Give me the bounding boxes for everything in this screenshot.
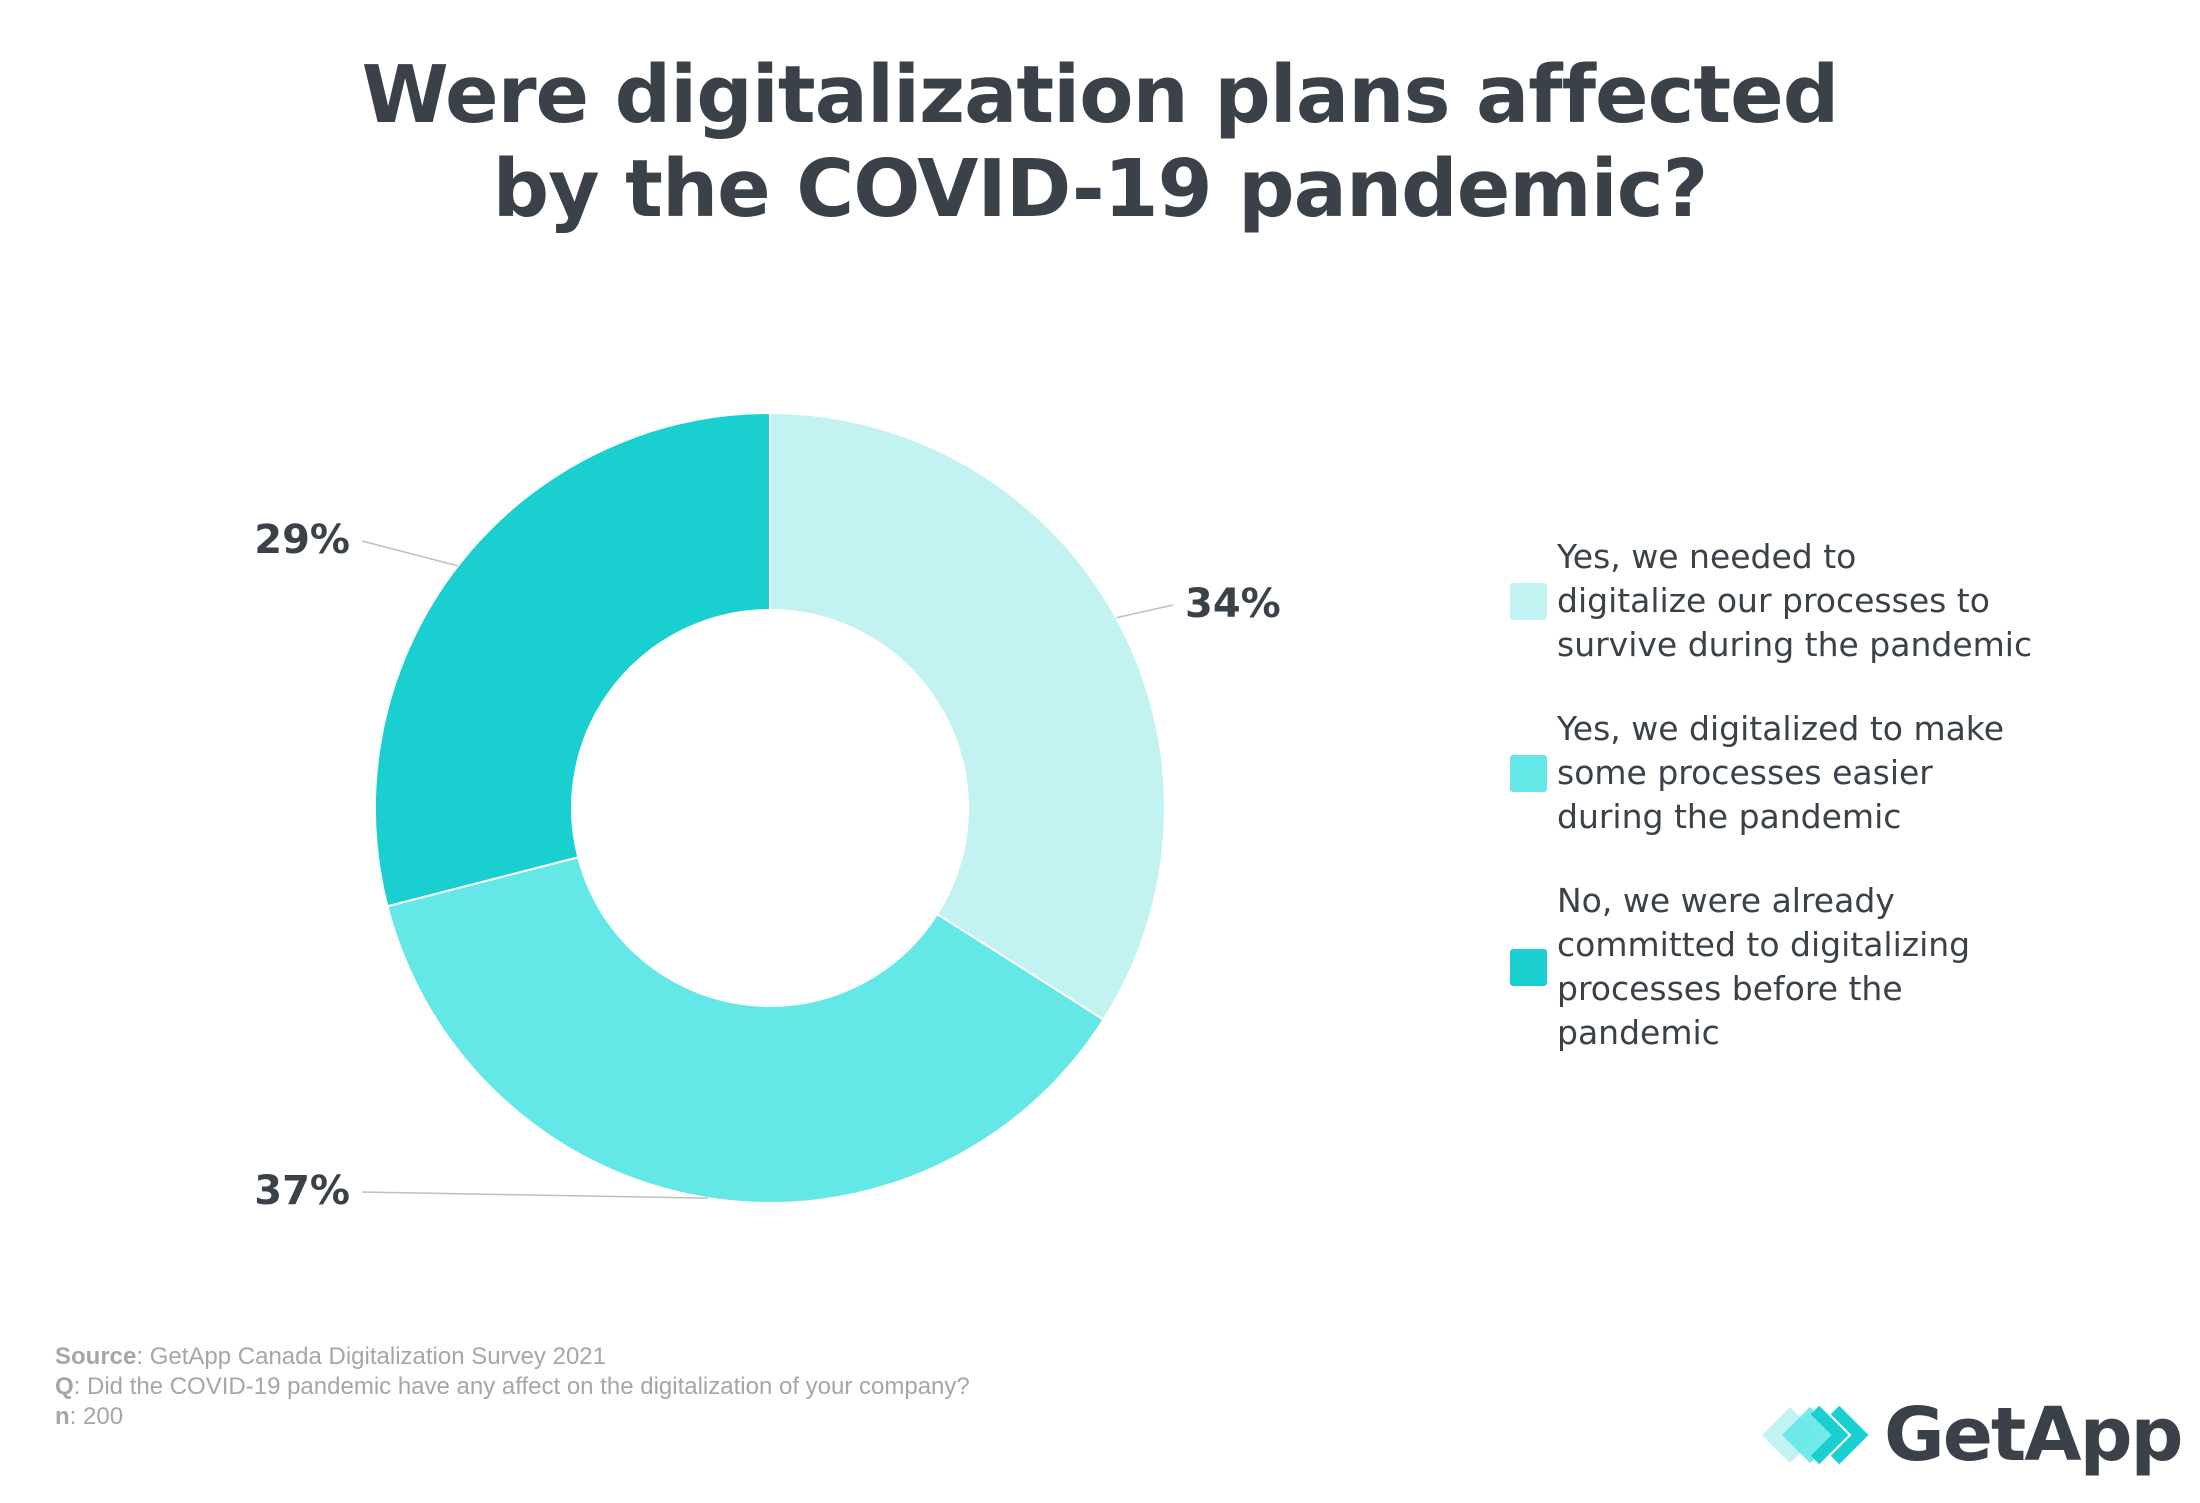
- value-label: 37%: [254, 1168, 350, 1214]
- value-label: 34%: [1185, 581, 1281, 627]
- legend-label: Yes, we needed to digitalize our process…: [1557, 535, 2032, 667]
- legend-label-line: pandemic: [1557, 1013, 1720, 1052]
- footer-source-text: : GetApp Canada Digitalization Survey 20…: [136, 1343, 606, 1370]
- footer-source: Source: GetApp Canada Digitalization Sur…: [55, 1342, 970, 1372]
- legend-label-line: processes before the: [1557, 969, 1903, 1008]
- chart-title-line-2: by the COVID-19 pandemic?: [492, 143, 1709, 235]
- legend-label-line: Yes, we digitalized to make: [1557, 709, 2005, 748]
- label-leader-lines: [361, 540, 1174, 1199]
- slice-needed-to-survive: [769, 411, 1166, 1022]
- footer-question-label: Q: [55, 1373, 74, 1400]
- footer-sample-size: n: 200: [55, 1402, 970, 1432]
- value-labels: 34% 37% 29%: [254, 517, 1281, 1214]
- slice-already-committed: [374, 411, 771, 908]
- leader-line: [361, 1191, 709, 1199]
- getapp-chevrons-icon: [1762, 1405, 1869, 1465]
- slice-make-easier: [386, 856, 1105, 1204]
- leader-line: [1115, 604, 1174, 619]
- legend-label-line: survive during the pandemic: [1557, 625, 2033, 664]
- footer-question: Q: Did the COVID-19 pandemic have any af…: [55, 1372, 970, 1402]
- legend: Yes, we needed to digitalize our process…: [1510, 535, 2070, 1095]
- footer-source-label: Source: [55, 1343, 137, 1370]
- footer-n-text: : 200: [69, 1403, 124, 1430]
- leader-line: [361, 540, 459, 567]
- legend-label-line: during the pandemic: [1557, 797, 1902, 836]
- legend-label: No, we were already committed to digital…: [1557, 879, 1970, 1055]
- legend-swatch-medium: [1510, 754, 1547, 792]
- legend-swatch-dark: [1510, 948, 1547, 986]
- legend-label-line: Yes, we needed to: [1557, 537, 1857, 576]
- donut-slices: [374, 411, 1166, 1204]
- getapp-logo: GetApp: [1760, 1385, 2184, 1485]
- chart-footer: Source: GetApp Canada Digitalization Sur…: [55, 1342, 970, 1432]
- footer-n-label: n: [55, 1403, 70, 1430]
- legend-item-already-committed: No, we were already committed to digital…: [1510, 879, 2070, 1055]
- legend-label-line: No, we were already: [1557, 881, 1895, 920]
- legend-item-make-easier: Yes, we digitalized to make some process…: [1510, 707, 2070, 839]
- getapp-logo-text: GetApp: [1884, 1392, 2184, 1478]
- legend-label-line: committed to digitalizing: [1557, 925, 1971, 964]
- legend-swatch-light: [1510, 582, 1547, 620]
- footer-question-text: : Did the COVID-19 pandemic have any aff…: [73, 1373, 970, 1400]
- value-label: 29%: [254, 517, 350, 563]
- legend-label-line: digitalize our processes to: [1557, 581, 1990, 620]
- legend-label-line: some processes easier: [1557, 753, 1933, 792]
- chart-title-line-1: Were digitalization plans affected: [361, 49, 1840, 141]
- chart-title: Were digitalization plans affected by th…: [0, 48, 2200, 236]
- legend-label: Yes, we digitalized to make some process…: [1557, 707, 2004, 839]
- legend-item-needed-to-survive: Yes, we needed to digitalize our process…: [1510, 535, 2070, 667]
